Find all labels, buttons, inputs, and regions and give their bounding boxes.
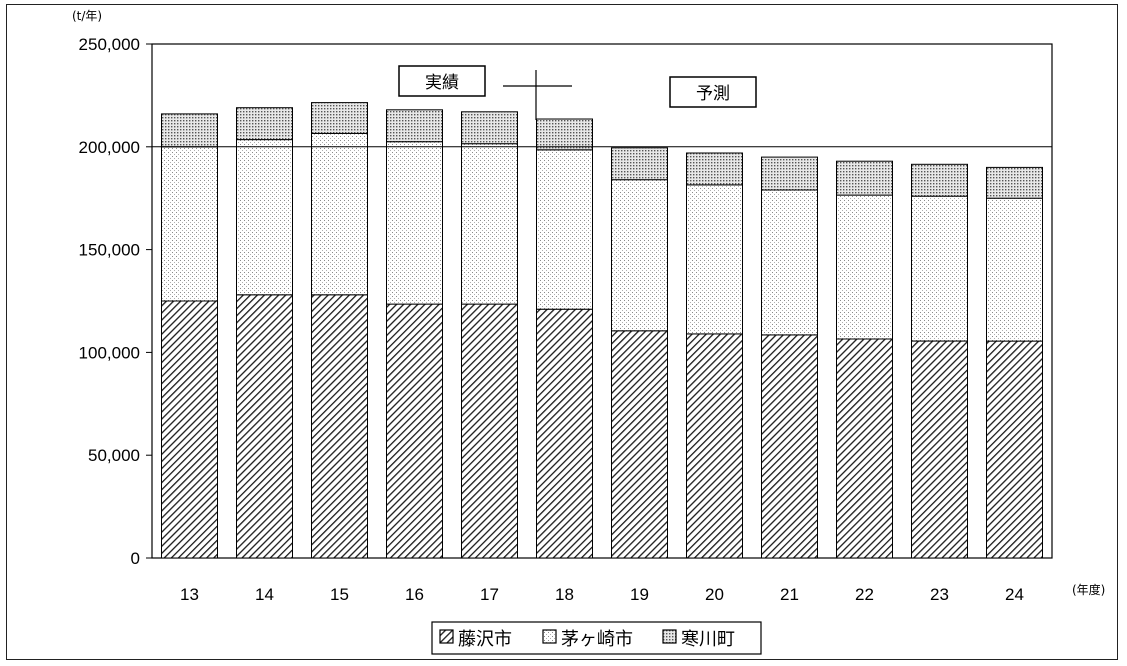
bar-segment-1-16 xyxy=(386,303,443,559)
bar-segment-3-24 xyxy=(986,166,1043,199)
x-tick-label: 14 xyxy=(255,585,274,604)
x-axis-unit: (年度) xyxy=(1072,582,1105,597)
legend-label-2: 茅ヶ崎市 xyxy=(561,629,633,650)
legend-label-3: 寒川町 xyxy=(681,629,735,650)
bar-segment-2-21 xyxy=(761,189,818,336)
x-tick-label: 13 xyxy=(180,585,199,604)
legend-swatch-1 xyxy=(439,629,454,644)
x-tick-label: 17 xyxy=(480,585,499,604)
x-tick-label: 16 xyxy=(405,585,424,604)
y-axis-unit: (t/年) xyxy=(72,9,102,23)
bar-segment-3-14 xyxy=(236,107,293,141)
plot-area xyxy=(151,43,1053,559)
bar-segment-2-24 xyxy=(986,197,1043,342)
x-tick-label: 18 xyxy=(555,585,574,604)
y-tick-label: 200,000 xyxy=(79,138,140,157)
bar-segment-1-22 xyxy=(836,338,893,559)
x-tick-label: 15 xyxy=(330,585,349,604)
bar-segment-3-13 xyxy=(161,113,218,148)
y-tick-label: 50,000 xyxy=(88,446,140,465)
x-tick-label: 20 xyxy=(705,585,724,604)
bar-segment-2-14 xyxy=(236,139,293,296)
bar-segment-1-23 xyxy=(911,340,968,559)
bar-segment-2-13 xyxy=(161,146,218,302)
legend-swatch-3 xyxy=(662,629,677,644)
bar-segment-3-18 xyxy=(536,118,593,151)
bar-segment-2-22 xyxy=(836,194,893,340)
x-tick-label: 22 xyxy=(855,585,874,604)
y-axis: 0 50,000 100,000 150,000 200,000 250,000 xyxy=(79,35,152,568)
actual-label: 実績 xyxy=(425,73,459,93)
bar-segment-3-20 xyxy=(686,152,743,186)
chart-frame xyxy=(6,4,1118,660)
legend-swatch-2 xyxy=(542,629,557,644)
actual-annotation: 実績 xyxy=(398,65,486,97)
bar-segment-1-17 xyxy=(461,303,518,559)
bar-segment-2-18 xyxy=(536,149,593,310)
bar-segment-2-19 xyxy=(611,179,668,332)
bar-segment-1-18 xyxy=(536,308,593,559)
bar-segment-2-17 xyxy=(461,143,518,305)
x-tick-label: 21 xyxy=(780,585,799,604)
bar-segment-3-19 xyxy=(611,147,668,181)
forecast-annotation: 予測 xyxy=(669,76,757,108)
y-tick-label: 250,000 xyxy=(79,35,140,54)
x-tick-label: 19 xyxy=(630,585,649,604)
bar-segment-3-15 xyxy=(311,102,368,134)
bar-segment-3-17 xyxy=(461,111,518,145)
bar-segment-3-22 xyxy=(836,160,893,196)
bar-segment-2-16 xyxy=(386,141,443,305)
legend: 藤沢市 茅ヶ崎市 寒川町 xyxy=(431,621,762,655)
x-tick-label: 24 xyxy=(1005,585,1024,604)
bar-segment-2-20 xyxy=(686,184,743,335)
bar-segment-1-24 xyxy=(986,340,1043,559)
forecast-label: 予測 xyxy=(696,84,730,104)
y-tick-label: 100,000 xyxy=(79,343,140,362)
bar-series-group xyxy=(161,102,1043,559)
bar-segment-1-13 xyxy=(161,300,218,559)
bar-segment-3-16 xyxy=(386,109,443,143)
bar-segment-1-15 xyxy=(311,294,368,559)
bar-segment-1-20 xyxy=(686,333,743,559)
bar-segment-2-15 xyxy=(311,132,368,296)
bar-segment-3-21 xyxy=(761,156,818,191)
bar-segment-1-14 xyxy=(236,294,293,559)
legend-label-1: 藤沢市 xyxy=(458,629,512,650)
bar-segment-3-23 xyxy=(911,163,968,197)
bar-segment-1-21 xyxy=(761,334,818,559)
bar-segment-1-19 xyxy=(611,330,668,559)
x-tick-label: 23 xyxy=(930,585,949,604)
bar-segment-2-23 xyxy=(911,195,968,342)
y-tick-label: 0 xyxy=(131,549,140,568)
y-tick-label: 150,000 xyxy=(79,241,140,260)
x-axis: 13 14 15 16 17 18 19 20 21 22 23 24 xyxy=(180,585,1024,604)
